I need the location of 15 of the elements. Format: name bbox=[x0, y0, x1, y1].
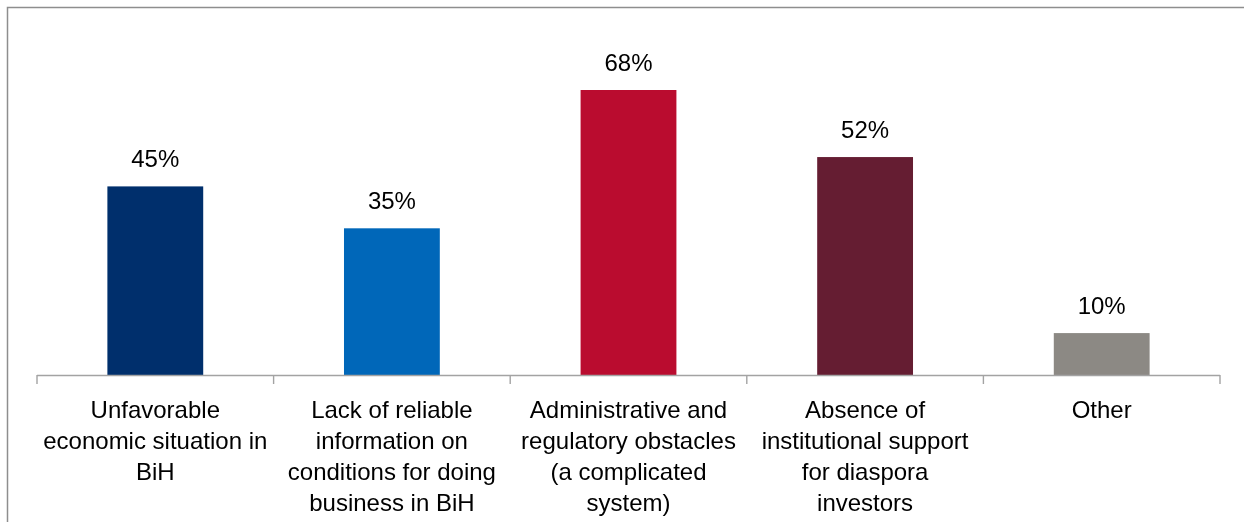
bar bbox=[107, 186, 204, 375]
data-label: 52% bbox=[841, 116, 890, 144]
data-label: 45% bbox=[131, 145, 180, 173]
x-tick-label: Unfavorable economic situation in BiH bbox=[43, 396, 268, 485]
bar bbox=[817, 157, 914, 375]
x-tick-label: Administrative and regulatory obstacles (a complicated system) bbox=[521, 396, 736, 516]
data-label: 35% bbox=[367, 187, 416, 215]
x-tick-label: Absence of institutional support for diaspora investors bbox=[761, 396, 969, 516]
bar bbox=[1053, 333, 1150, 375]
bar bbox=[580, 90, 677, 375]
x-tick-label: Lack of reliable information on conditions for doing business in BiH bbox=[287, 396, 496, 516]
data-label: 68% bbox=[604, 49, 653, 76]
bar bbox=[343, 228, 440, 375]
data-label: 10% bbox=[1077, 292, 1126, 320]
x-tick-label: Other bbox=[1071, 396, 1132, 423]
